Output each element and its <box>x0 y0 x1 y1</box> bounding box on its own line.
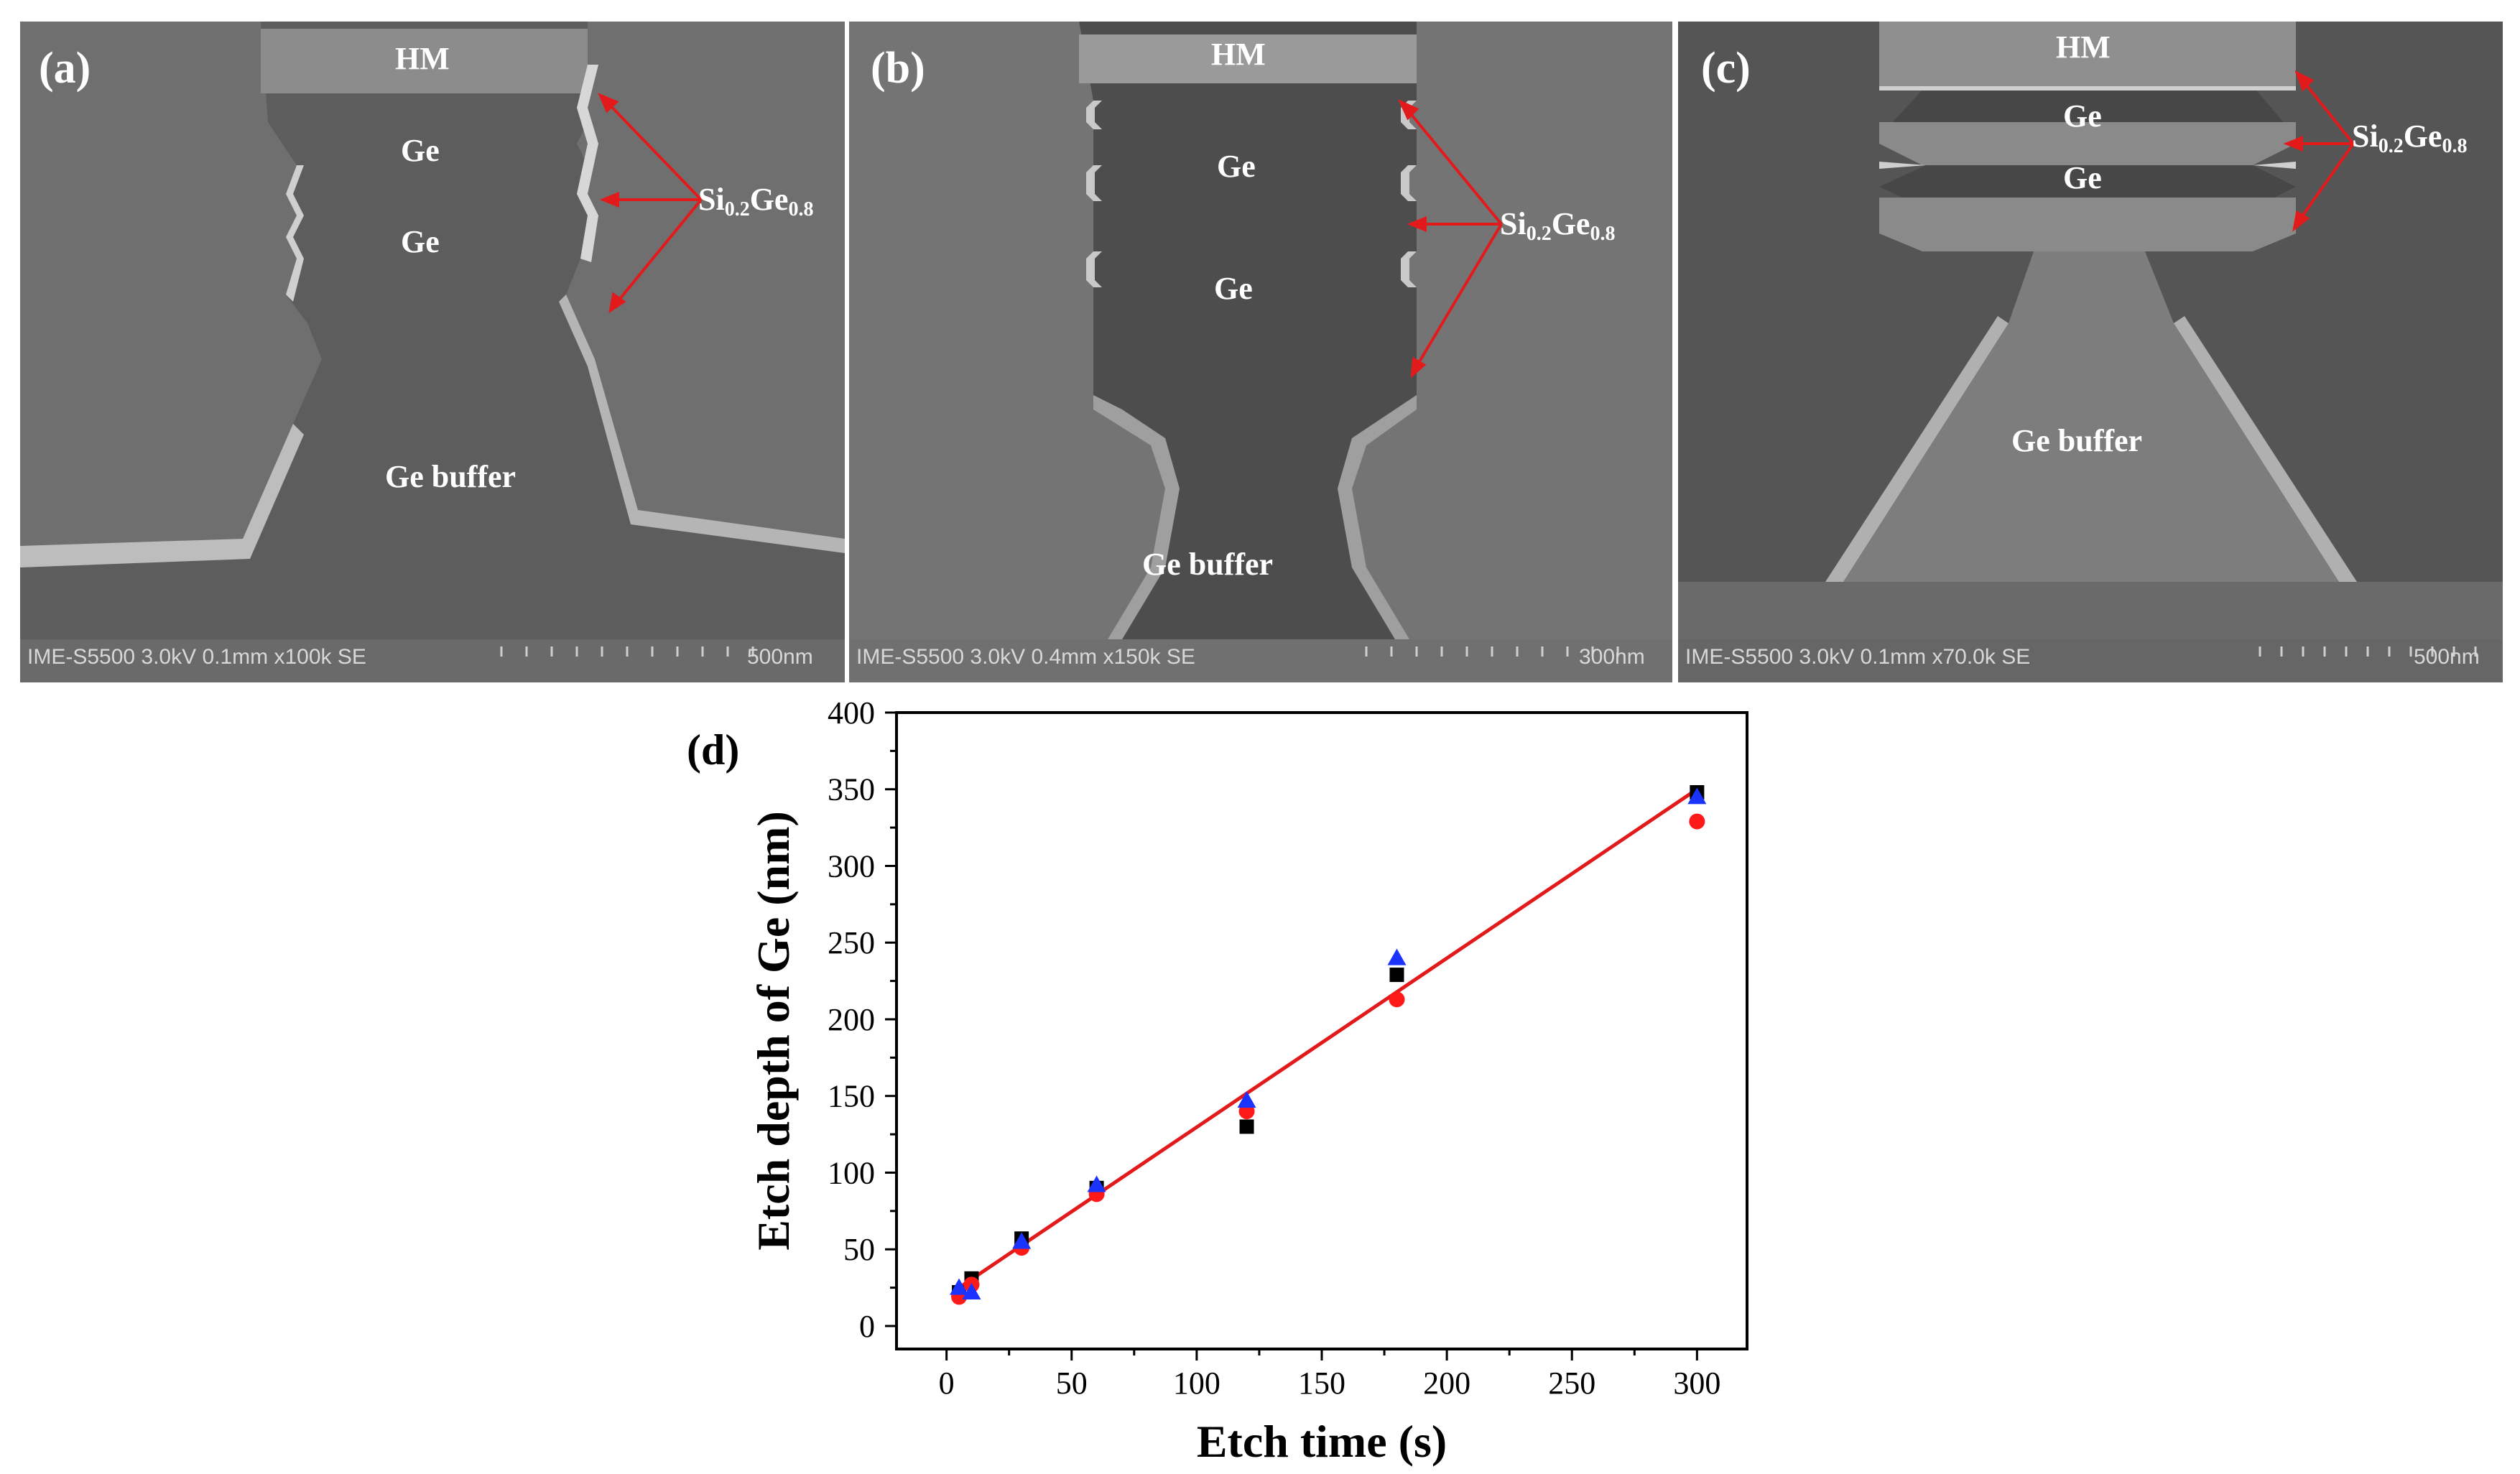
chart-panel-d: 0 50 100 150 200 250 300 0 50 100 150 200 250 300 350 4… <box>0 675 2520 1474</box>
label-ge-sub-a: 0.8 <box>788 198 814 221</box>
label-si-a: Si <box>698 182 725 217</box>
data-point-triangle <box>1012 1232 1032 1249</box>
data-point-triangle <box>950 1278 969 1295</box>
x-tick-label: 50 <box>1056 1366 1088 1401</box>
x-axis-title: Etch time (s) <box>1197 1416 1447 1467</box>
x-tick-label: 300 <box>1673 1366 1720 1401</box>
panel-letter-a: (a) <box>39 44 91 93</box>
panel-letter-b: (b) <box>871 44 925 93</box>
sem-image-a <box>20 22 845 682</box>
y-tick-label: 100 <box>828 1155 875 1190</box>
label-ge-buffer-a: Ge buffer <box>385 459 516 494</box>
x-tick-label: 200 <box>1423 1366 1470 1401</box>
data-point-square <box>1389 968 1404 983</box>
x-tick-label: 150 <box>1298 1366 1345 1401</box>
label-ge-bottom-b: Ge <box>1214 271 1253 306</box>
label-ge-b: Ge <box>1551 206 1590 241</box>
y-tick-label: 350 <box>828 772 875 807</box>
data-point-circle <box>1689 813 1705 830</box>
y-tick-label: 200 <box>828 1002 875 1037</box>
label-sige-b: Si0.2Ge0.8 <box>1500 208 1615 244</box>
data-point-triangle <box>962 1283 981 1300</box>
label-si-sub-b: 0.2 <box>1526 223 1552 245</box>
label-ge-bottom-a: Ge <box>401 224 440 259</box>
label-si-c: Si <box>2352 119 2378 154</box>
chart-svg: 0 50 100 150 200 250 300 0 50 100 150 200 250 300 350 4… <box>687 695 1748 1467</box>
y-tick-label: 300 <box>828 848 875 884</box>
y-tick-label: 50 <box>843 1232 875 1267</box>
label-si-sub-c: 0.2 <box>2378 135 2404 157</box>
sem-footer-info-b: IME-S5500 3.0kV 0.4mm x150k SE <box>856 645 1195 669</box>
y-tick-label: 150 <box>828 1079 875 1114</box>
label-hm-b: HM <box>1211 37 1266 72</box>
label-ge-buffer-c: Ge buffer <box>2011 423 2143 458</box>
label-si-b: Si <box>1500 206 1527 241</box>
label-sige-c: Si0.2Ge0.8 <box>2352 121 2467 157</box>
label-ge-top-a: Ge <box>401 133 440 168</box>
label-si-sub-a: 0.2 <box>724 198 750 221</box>
sem-footer-info-a: IME-S5500 3.0kV 0.1mm x100k SE <box>27 645 366 669</box>
label-ge-top-c: Ge <box>2063 98 2102 134</box>
sem-panel-b: (b) HM Ge Ge Ge buffer Si0.2Ge0.8 IME-S5… <box>849 22 1672 682</box>
annotation-arrows-a <box>598 93 703 314</box>
x-tick-label: 0 <box>939 1366 955 1401</box>
label-ge-bottom-c: Ge <box>2063 160 2102 195</box>
data-point-triangle <box>1237 1091 1256 1108</box>
label-ge-sub-b: 0.8 <box>1590 223 1616 245</box>
label-sige-a: Si0.2Ge0.8 <box>698 184 813 220</box>
label-hm-c: HM <box>2056 29 2111 65</box>
y-axis-title: Etch depth of Ge (nm) <box>748 811 799 1251</box>
x-tick-label: 250 <box>1548 1366 1595 1401</box>
panel-letter-c: (c) <box>1701 44 1751 93</box>
data-point-triangle <box>1087 1175 1106 1192</box>
label-hm-a: HM <box>395 41 450 76</box>
sem-scale-label-b: 300nm <box>1579 645 1645 669</box>
x-tick-label: 100 <box>1173 1366 1220 1401</box>
sem-scale-label-c: 500nm <box>2414 645 2480 669</box>
sem-panel-c: (c) HM Ge Ge Ge buffer Si0.2Ge0.8 IME-S5… <box>1678 22 2503 682</box>
data-point-triangle <box>1387 948 1407 965</box>
label-ge-top-b: Ge <box>1217 149 1256 184</box>
data-point-circle <box>1389 991 1405 1008</box>
sem-scale-label-a: 500nm <box>747 645 813 669</box>
y-tick-label: 250 <box>828 925 875 960</box>
label-ge-buffer-b: Ge buffer <box>1142 547 1274 582</box>
label-ge-a: Ge <box>749 182 789 217</box>
sem-panel-a: (a) HM Ge Ge Ge buffer Si0.2Ge0.8 IME-S5… <box>20 22 845 682</box>
y-tick-label: 400 <box>828 695 875 731</box>
label-ge-c: Ge <box>2403 119 2442 154</box>
fit-line <box>958 787 1698 1289</box>
y-tick-label: 0 <box>859 1309 875 1344</box>
panel-letter-d: (d) <box>687 726 739 774</box>
sem-image-b <box>849 22 1672 682</box>
data-point-triangle <box>1687 787 1707 805</box>
sem-footer-info-c: IME-S5500 3.0kV 0.1mm x70.0k SE <box>1685 645 2031 669</box>
annotation-arrows-b <box>1397 98 1503 379</box>
sem-image-c <box>1678 22 2503 682</box>
data-point-square <box>1239 1119 1254 1134</box>
annotation-arrows-c <box>2283 70 2355 232</box>
label-ge-sub-c: 0.8 <box>2442 135 2468 157</box>
